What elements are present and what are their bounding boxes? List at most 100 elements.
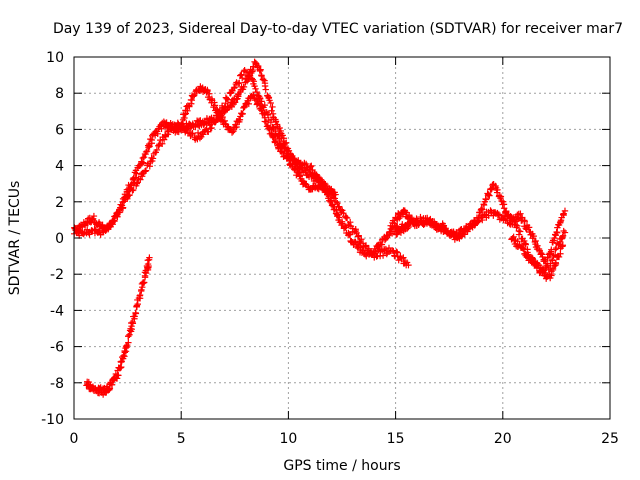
data-point-track-3	[321, 183, 328, 190]
data-point-track-2	[332, 198, 340, 206]
data-point-track-3	[233, 123, 240, 131]
data-point-track-3	[319, 182, 327, 189]
data-point-track-1	[240, 83, 248, 91]
data-point-track-1	[267, 99, 274, 107]
data-point-track-2	[134, 179, 141, 186]
data-point-track-2	[221, 103, 228, 111]
data-point-track-5	[553, 228, 560, 236]
data-point-track-6	[453, 229, 460, 236]
y-tick-label: -8	[50, 376, 64, 392]
data-point-track-5	[532, 237, 539, 245]
data-point-track-7	[559, 242, 567, 249]
data-point-track-3	[332, 191, 339, 198]
data-point-track-2	[334, 199, 341, 207]
data-point-track-4	[108, 381, 116, 388]
data-point-track-1	[261, 82, 269, 90]
y-tick-label: -6	[50, 340, 64, 356]
x-tick-label: 10	[279, 431, 297, 447]
y-tick-label: 0	[55, 231, 64, 247]
data-point-track-6	[552, 246, 559, 253]
data-point-track-4	[131, 313, 138, 320]
data-point-track-7	[529, 256, 537, 263]
data-point-track-4	[140, 279, 148, 286]
data-point-track-6	[557, 238, 564, 246]
data-point-track-2	[358, 236, 365, 243]
data-point-track-6	[515, 231, 523, 238]
data-point-track-2	[130, 186, 137, 194]
data-point-track-3	[250, 91, 257, 99]
data-point-track-1	[90, 212, 98, 220]
data-point-track-5	[497, 193, 505, 200]
data-point-track-3	[216, 108, 223, 116]
data-point-track-2	[236, 79, 243, 86]
data-point-track-1	[147, 135, 154, 143]
data-point-track-3	[181, 114, 188, 122]
data-point-track-2	[389, 247, 396, 254]
chart-title: Day 139 of 2023, Sidereal Day-to-day VTE…	[53, 21, 623, 37]
data-point-track-6	[514, 222, 521, 230]
y-tick-label: 10	[46, 50, 64, 66]
data-point-track-7	[534, 260, 541, 267]
data-point-track-7	[514, 238, 521, 245]
data-point-track-2	[142, 167, 150, 174]
data-point-track-4	[128, 322, 135, 330]
data-point-track-2	[302, 167, 309, 175]
data-point-track-1	[154, 130, 161, 138]
data-point-track-1	[307, 163, 314, 170]
tick-labels: 0 5 10 15 20 25 -10 -8 -6 -4 -2 0 2 4 6 8 10	[41, 50, 619, 447]
data-point-track-2	[196, 134, 204, 142]
data-point-track-2	[153, 146, 161, 154]
data-point-track-5	[391, 220, 398, 227]
data-point-track-2	[212, 118, 219, 125]
data-point-track-1	[145, 144, 152, 151]
data-point-track-2	[159, 140, 166, 147]
data-point-track-4	[113, 375, 121, 382]
data-point-track-2	[172, 124, 179, 131]
data-point-track-2	[307, 170, 314, 178]
y-tick-label: 8	[55, 86, 64, 102]
data-point-track-1	[262, 86, 269, 93]
data-point-track-6	[561, 229, 569, 236]
data-point-track-2	[109, 221, 116, 228]
data-point-track-1	[133, 170, 140, 177]
x-tick-label: 0	[70, 431, 79, 447]
data-point-track-2	[355, 232, 362, 239]
data-point-track-2	[183, 125, 191, 132]
data-point-track-5	[485, 191, 492, 198]
data-point-track-3	[258, 107, 265, 114]
data-point-track-1	[272, 118, 280, 125]
data-point-track-2	[365, 245, 373, 252]
data-point-track-3	[228, 129, 236, 136]
data-point-track-5	[551, 234, 558, 242]
data-point-track-4	[145, 256, 153, 263]
axis-ticks	[73, 56, 611, 420]
data-point-track-3	[236, 116, 244, 123]
data-point-track-1	[269, 103, 276, 111]
data-point-track-5	[488, 186, 495, 193]
data-point-track-7	[532, 261, 540, 268]
data-points	[70, 58, 569, 398]
data-point-track-2	[346, 219, 354, 226]
data-point-track-1	[381, 236, 389, 244]
data-point-track-2	[267, 116, 275, 123]
data-point-track-4	[136, 291, 144, 299]
y-tick-label: 6	[55, 122, 64, 138]
data-point-track-1	[259, 76, 267, 83]
data-point-track-2	[405, 261, 412, 269]
data-point-track-1	[256, 67, 264, 75]
data-point-track-5	[560, 212, 567, 219]
data-point-track-6	[516, 228, 524, 235]
data-point-track-2	[393, 248, 400, 255]
data-point-track-4	[132, 310, 140, 317]
data-point-track-5	[400, 208, 408, 215]
data-point-track-1	[336, 214, 343, 221]
data-point-track-2	[119, 204, 127, 211]
data-point-track-4	[133, 302, 141, 309]
data-point-track-7	[549, 266, 557, 274]
data-point-track-5	[537, 249, 545, 257]
x-tick-label: 25	[601, 431, 619, 447]
data-point-track-1	[231, 99, 239, 106]
data-point-track-2	[234, 80, 242, 87]
data-point-track-6	[442, 225, 449, 233]
